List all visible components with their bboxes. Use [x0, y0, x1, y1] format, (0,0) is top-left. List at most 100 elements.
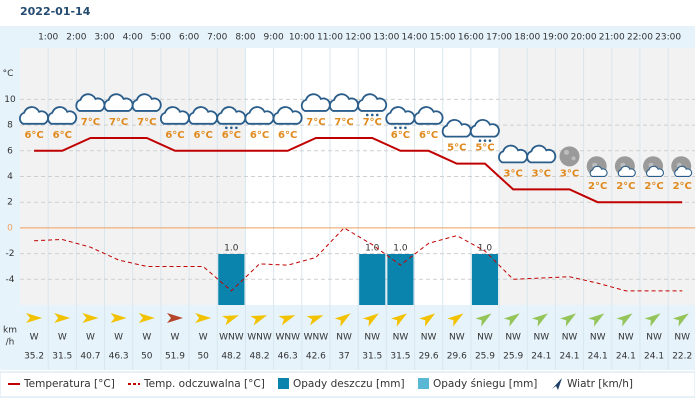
wind-speed: 48.2 — [221, 352, 241, 362]
rain-drop — [404, 126, 407, 130]
temperature-label: 2°C — [644, 181, 663, 192]
cloud — [131, 93, 162, 112]
wind-direction: W — [114, 333, 123, 343]
cloud — [469, 119, 500, 138]
weather-icon — [131, 93, 162, 112]
wind-speed: 29.6 — [419, 352, 439, 362]
wind-speed: 24.1 — [644, 352, 664, 362]
legend-swatch — [418, 378, 429, 389]
rain-drop — [488, 139, 492, 142]
cloud — [674, 165, 693, 177]
temperature-label: 7°C — [306, 117, 325, 128]
wind-arrow — [110, 313, 127, 323]
rain-drop — [399, 126, 402, 130]
wind-arrow — [138, 313, 155, 323]
precip-bar — [387, 254, 414, 305]
wind-speed: 29.6 — [447, 352, 467, 362]
wind-arrow — [588, 313, 605, 327]
temperature-label: 2°C — [588, 181, 607, 192]
temperature-label: 7°C — [81, 117, 100, 128]
rain-drop — [394, 126, 397, 130]
wind-speed: 24.1 — [559, 352, 579, 362]
y-tick-label: 10 — [4, 95, 16, 105]
temperature-label: 7°C — [363, 117, 382, 128]
wind-direction: NW — [336, 333, 352, 343]
weather-icon — [559, 146, 580, 167]
wind-arrow — [672, 313, 689, 327]
wind-direction: NW — [562, 333, 578, 343]
cloud — [272, 106, 303, 125]
wind-arrow — [26, 313, 43, 323]
wind-arrow — [503, 313, 520, 327]
temperature-label: 3°C — [560, 168, 579, 179]
precip-bar — [471, 254, 499, 305]
weather-icon — [586, 156, 608, 177]
hour-label: 9:00 — [264, 33, 284, 43]
cloud — [357, 93, 388, 112]
wind-arrow — [391, 313, 407, 327]
precip-label: 1.0 — [224, 244, 239, 254]
hour-label: 7:00 — [207, 33, 227, 43]
temperature-label: 6°C — [53, 130, 72, 141]
wind-arrow — [531, 313, 548, 327]
moon-spot — [571, 156, 576, 161]
wind-direction: NW — [477, 333, 493, 343]
axis-band — [0, 26, 20, 370]
rain-drop — [235, 126, 238, 130]
rain-drop — [365, 113, 369, 117]
hour-label: 19:00 — [542, 33, 568, 43]
legend-swatch — [278, 378, 289, 389]
wind-direction: W — [171, 333, 180, 343]
y-tick-label: 4 — [7, 172, 13, 182]
legend-arrow — [552, 378, 562, 390]
y-tick-label: 2 — [7, 198, 13, 208]
wind-arrow — [419, 313, 436, 327]
temperature-label: 6°C — [250, 130, 269, 141]
weather-icon — [357, 93, 388, 117]
rain-drop — [483, 139, 487, 142]
wind-unit: /h — [6, 338, 15, 348]
precip-label: 1.0 — [365, 244, 380, 254]
weather-icon — [671, 156, 693, 177]
temperature-label: 3°C — [504, 168, 523, 179]
hour-label: 16:00 — [458, 33, 484, 43]
hour-label: 8:00 — [235, 33, 255, 43]
precip-bar — [359, 254, 386, 305]
cloud — [413, 106, 444, 125]
wind-arrow — [447, 313, 464, 327]
wind-direction: NW — [449, 333, 465, 343]
wind-direction: WNW — [275, 333, 300, 343]
weather-icon — [643, 156, 664, 177]
weather-icon — [47, 106, 78, 125]
wind-direction: NW — [590, 333, 606, 343]
y-tick-label: -2 — [6, 249, 15, 259]
cloud — [617, 165, 636, 177]
wind-direction: NW — [364, 333, 380, 343]
hour-label: 5:00 — [151, 33, 171, 43]
wind-arrow — [222, 315, 239, 326]
y-tick-label: 0 — [7, 223, 13, 233]
wind-speed: 22.2 — [672, 352, 692, 362]
wind-arrow — [475, 313, 492, 327]
wind-arrow — [82, 313, 99, 323]
wind-speed: 24.1 — [588, 352, 608, 362]
legend-box — [0, 371, 695, 398]
temperature-label: 6°C — [419, 130, 438, 141]
wind-direction: NW — [646, 333, 662, 343]
legend-label: Opady śniegu [mm] — [433, 378, 537, 390]
wind-direction: W — [142, 333, 151, 343]
hour-label: 6:00 — [179, 33, 199, 43]
wind-direction: W — [30, 333, 39, 343]
wind-speed: 42.6 — [306, 352, 326, 362]
hour-label: 23:00 — [655, 33, 681, 43]
hour-label: 11:00 — [317, 33, 343, 43]
wind-direction: NW — [534, 333, 550, 343]
y-tick-label: -4 — [6, 275, 15, 285]
wind-speed: 50 — [197, 352, 209, 362]
wind-arrow — [334, 313, 351, 327]
temperature-label: 5°C — [475, 143, 494, 154]
rain-drop — [230, 126, 233, 130]
hour-label: 1:00 — [38, 33, 58, 43]
wind-speed: 40.7 — [80, 352, 100, 362]
